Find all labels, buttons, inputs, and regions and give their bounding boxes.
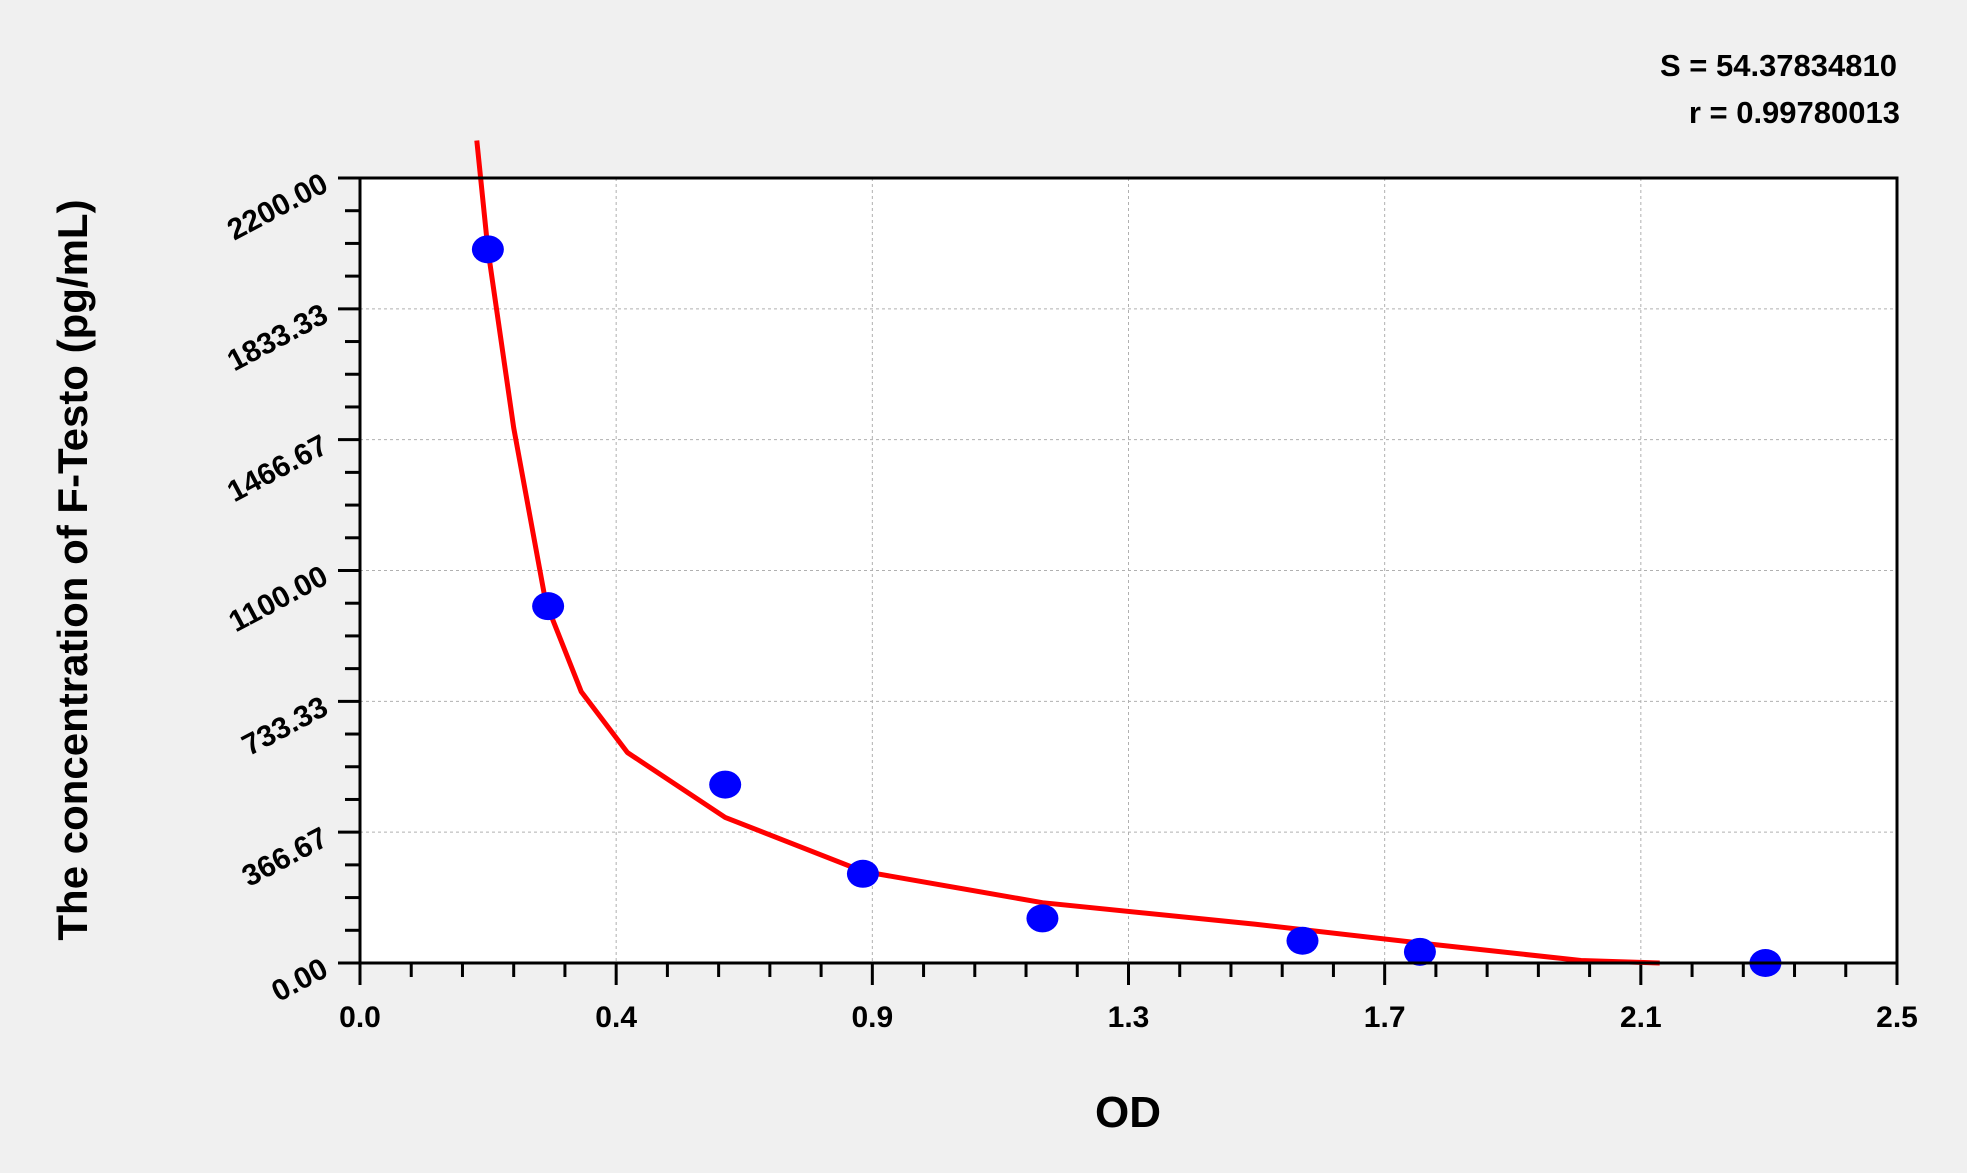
data-point [846, 859, 879, 888]
data-points [471, 235, 1782, 977]
y-tick-label: 366.67 [237, 821, 334, 893]
stat-s: S = 54.37834810 [1660, 48, 1897, 83]
x-tick-label: 0.9 [851, 1001, 893, 1034]
y-tick-label: 0.00 [266, 952, 333, 1009]
y-tick-labels: 0.00 366.67 733.33 1100.00 1466.67 1833.33 220… [222, 167, 333, 1009]
x-tick-labels: 0.0 0.4 0.9 1.3 1.7 2.1 2.5 [339, 1001, 1918, 1034]
x-tick-label: 0.4 [595, 1001, 637, 1034]
y-tick-label: 1833.33 [222, 298, 333, 378]
x-tick-label: 2.5 [1876, 1001, 1918, 1034]
data-point [532, 592, 565, 621]
plot-frame [358, 176, 1899, 965]
y-tick-label: 1100.00 [223, 560, 333, 639]
data-point [1286, 926, 1319, 955]
ticks [338, 176, 1899, 985]
data-point [471, 235, 504, 264]
data-point [709, 770, 742, 799]
grid [360, 178, 1897, 963]
x-tick-label: 0.0 [339, 1001, 381, 1034]
data-point [1403, 937, 1436, 966]
y-tick-label: 2200.00 [222, 167, 333, 247]
x-axis-title: OD [1095, 1088, 1161, 1137]
x-tick-label: 1.7 [1364, 1001, 1406, 1034]
stat-r: r = 0.99780013 [1689, 95, 1900, 130]
y-tick-label: 733.33 [237, 690, 334, 762]
y-axis-title: The concentration of F-Testo (pg/mL) [49, 199, 96, 940]
x-tick-label: 2.1 [1620, 1001, 1662, 1034]
y-tick-label: 1466.67 [222, 429, 333, 509]
data-point [1026, 904, 1059, 933]
x-tick-label: 1.3 [1108, 1001, 1150, 1034]
